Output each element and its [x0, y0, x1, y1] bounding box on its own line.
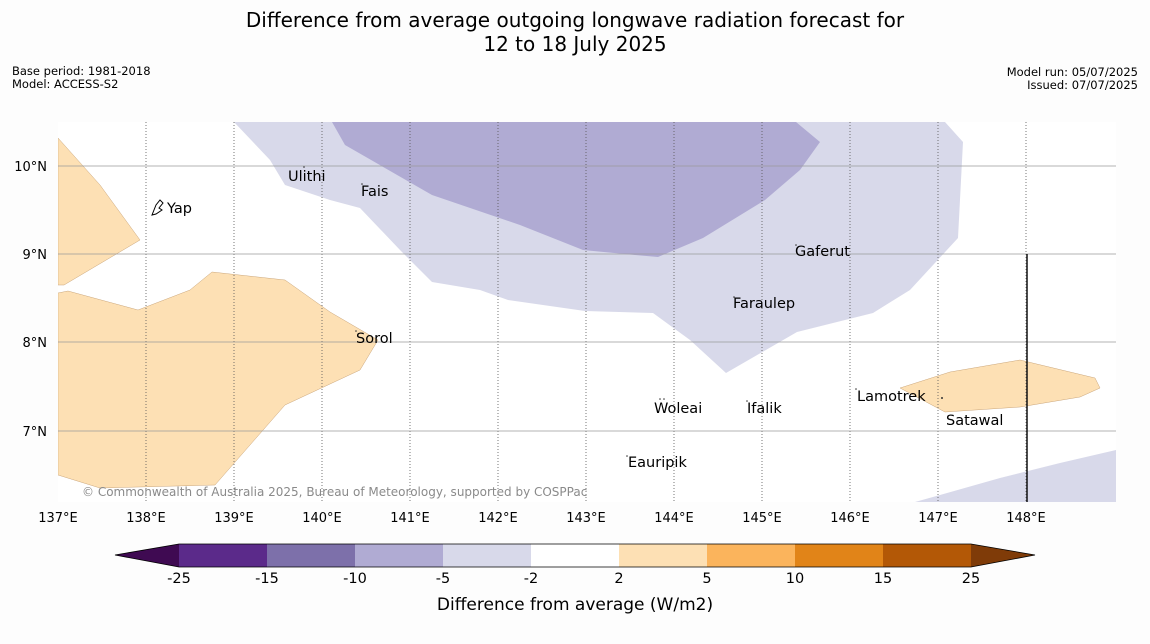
base-period-text: Base period: 1981-2018: [12, 64, 151, 78]
colorbar-extend-low: [115, 544, 179, 567]
lat-tick-10n: 10°N: [14, 160, 47, 175]
colorbar: -25 -15 -10 -5 -2 2 5 10 15 25 Differenc…: [114, 543, 1036, 615]
colorbar-tick-2: -15: [255, 571, 279, 587]
colorbar-tick-1: -25: [167, 571, 191, 587]
colorbar-bin-1: [179, 544, 267, 567]
map-title: Difference from average outgoing longwav…: [0, 8, 1150, 56]
longitude-gridlines: [145, 122, 1027, 502]
colorbar-outline: [114, 543, 1036, 568]
lon-tick-142e: 142°E: [478, 511, 518, 526]
colorbar-bin-5: [531, 544, 619, 567]
colorbar-tick-7: 5: [702, 571, 711, 587]
place-label-ifalik: Ifalik: [747, 401, 782, 417]
meta-right: Model run: 05/07/2025 Issued: 07/07/2025: [1007, 66, 1138, 92]
lon-tick-147e: 147°E: [918, 511, 958, 526]
latitude-gridlines: [58, 165, 1116, 432]
meta-left: Base period: 1981-2018 Model: ACCESS-S2: [12, 65, 151, 91]
place-label-gaferut: Gaferut: [795, 244, 850, 260]
colorbar-tick-6: 2: [614, 571, 623, 587]
place-label-ulithi: Ulithi: [288, 169, 326, 185]
colorbar-tick-10: 25: [962, 571, 980, 587]
model-run-text: Model run: 05/07/2025: [1006, 65, 1138, 79]
place-label-yap: Yap: [166, 201, 192, 217]
island-markers: [303, 166, 943, 457]
lon-tick-138e: 138°E: [126, 511, 166, 526]
copyright-text: © Commonwealth of Australia 2025, Bureau…: [82, 485, 587, 499]
lat-tick-8n: 8°N: [23, 336, 48, 351]
lon-tick-146e: 146°E: [830, 511, 870, 526]
place-label-fais: Fais: [361, 184, 388, 200]
anomaly-region-orange-e: [899, 359, 1101, 413]
colorbar-bin-6: [619, 544, 707, 567]
colorbar-bin-7: [707, 544, 795, 567]
lon-tick-140e: 140°E: [302, 511, 342, 526]
place-label-lamotrek: Lamotrek: [857, 389, 926, 405]
lat-tick-9n: 9°N: [23, 248, 48, 263]
lon-tick-148e: 148°E: [1006, 511, 1046, 526]
colorbar-tick-5: -2: [524, 571, 538, 587]
colorbar-bin-8: [795, 544, 883, 567]
lon-tick-139e: 139°E: [214, 511, 254, 526]
latitude-tick-labels: 10°N 9°N 8°N 7°N: [14, 160, 47, 440]
lon-tick-145e: 145°E: [742, 511, 782, 526]
colorbar-bin-3: [355, 544, 443, 567]
lon-tick-137e: 137°E: [38, 511, 78, 526]
anomaly-region-orange-w: [58, 271, 379, 489]
colorbar-bin-2: [267, 544, 355, 567]
lon-tick-143e: 143°E: [566, 511, 606, 526]
lat-tick-7n: 7°N: [23, 425, 48, 440]
title-line-1: Difference from average outgoing longwav…: [245, 8, 905, 32]
place-label-woleai: Woleai: [654, 401, 702, 417]
colorbar-tick-9: 15: [874, 571, 892, 587]
anomaly-region-medium-purple: [332, 122, 820, 257]
colorbar-label: Difference from average (W/m2): [437, 595, 713, 615]
colorbar-bin-4: [443, 544, 531, 567]
longitude-tick-labels: 137°E 138°E 139°E 140°E 141°E 142°E 143°…: [38, 511, 1046, 526]
yap-island-icon: [151, 199, 164, 216]
colorbar-tick-4: -5: [436, 571, 450, 587]
anomaly-region-orange-nw: [58, 137, 141, 286]
lon-tick-141e: 141°E: [390, 511, 430, 526]
place-label-faraulep: Faraulep: [733, 296, 795, 312]
anomaly-region-light-purple-se: [915, 450, 1116, 502]
model-text: Model: ACCESS-S2: [12, 77, 119, 91]
place-label-sorol: Sorol: [356, 331, 393, 347]
issued-text: Issued: 07/07/2025: [1027, 78, 1138, 92]
colorbar-bin-9: [883, 544, 971, 567]
map-panel: Yap Ulithi Fais Gaferut Faraulep Sorol W…: [58, 122, 1116, 502]
colorbar-tick-3: -10: [343, 571, 367, 587]
title-line-2: 12 to 18 July 2025: [483, 32, 667, 56]
colorbar-tick-8: 10: [786, 571, 804, 587]
place-label-eauripik: Eauripik: [628, 455, 687, 471]
lon-tick-144e: 144°E: [654, 511, 694, 526]
place-label-satawal: Satawal: [946, 413, 1003, 429]
colorbar-extend-high: [971, 544, 1035, 567]
